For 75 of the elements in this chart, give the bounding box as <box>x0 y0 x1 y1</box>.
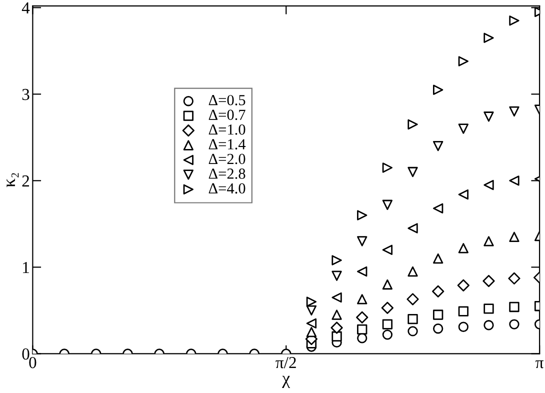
point <box>509 302 520 312</box>
point <box>408 166 418 178</box>
point <box>509 232 520 242</box>
point <box>484 236 494 246</box>
x-axis-title: χ <box>282 376 290 388</box>
point <box>356 311 368 324</box>
legend-label: Δ=0.5 <box>208 94 246 106</box>
point <box>357 236 368 246</box>
point <box>458 306 468 316</box>
y-tick-label: 4 <box>22 2 30 14</box>
point <box>357 324 368 335</box>
point <box>332 292 342 303</box>
point <box>458 243 468 254</box>
point <box>382 162 393 173</box>
point <box>406 293 419 306</box>
y-tick-label: 0 <box>22 348 30 360</box>
point <box>432 84 444 95</box>
point <box>382 319 393 330</box>
point <box>382 200 393 210</box>
point <box>432 324 444 334</box>
point <box>484 320 494 330</box>
point <box>509 319 520 330</box>
point <box>509 16 520 26</box>
x-tick-label: π <box>536 360 544 368</box>
legend-label: Δ=4.0 <box>208 183 246 194</box>
point <box>458 322 468 332</box>
point <box>408 266 418 277</box>
point <box>432 285 444 298</box>
point <box>357 266 368 277</box>
point <box>458 56 468 66</box>
point <box>509 176 520 186</box>
point <box>408 223 418 234</box>
legend-label: Δ=1.0 <box>208 124 246 135</box>
point <box>508 272 520 285</box>
point <box>357 333 368 344</box>
point <box>484 180 494 190</box>
point <box>432 140 444 152</box>
point <box>458 189 468 200</box>
legend-label: Δ=2.8 <box>208 168 246 179</box>
point <box>408 326 418 336</box>
point <box>382 244 393 255</box>
point <box>332 310 342 320</box>
x-tick-label: π/2 <box>276 357 296 368</box>
y-tick-label: 3 <box>22 88 30 100</box>
point <box>357 294 368 304</box>
point <box>381 302 394 314</box>
point <box>408 314 418 324</box>
point <box>306 318 317 329</box>
point <box>357 210 368 220</box>
point <box>484 304 494 314</box>
point <box>382 330 393 340</box>
point <box>306 326 317 338</box>
point <box>332 255 342 266</box>
point <box>408 119 418 130</box>
legend-label: Δ=2.0 <box>208 154 246 164</box>
point <box>432 253 444 264</box>
point <box>332 270 342 281</box>
point <box>432 203 444 214</box>
point <box>432 310 444 320</box>
point <box>306 305 317 316</box>
point <box>382 279 393 290</box>
point <box>484 112 494 122</box>
point <box>457 279 470 292</box>
point <box>484 32 494 43</box>
legend-label: Δ=1.4 <box>208 139 246 150</box>
legend-label: Δ=0.7 <box>208 110 246 120</box>
point <box>509 106 520 117</box>
y-axis-title: κ₂ <box>6 173 19 188</box>
point <box>332 331 342 342</box>
y-tick-label: 1 <box>23 262 29 273</box>
y-tick-label: 2 <box>22 175 30 186</box>
point <box>330 322 343 334</box>
point <box>306 296 317 307</box>
point <box>458 124 468 134</box>
point <box>482 274 495 288</box>
